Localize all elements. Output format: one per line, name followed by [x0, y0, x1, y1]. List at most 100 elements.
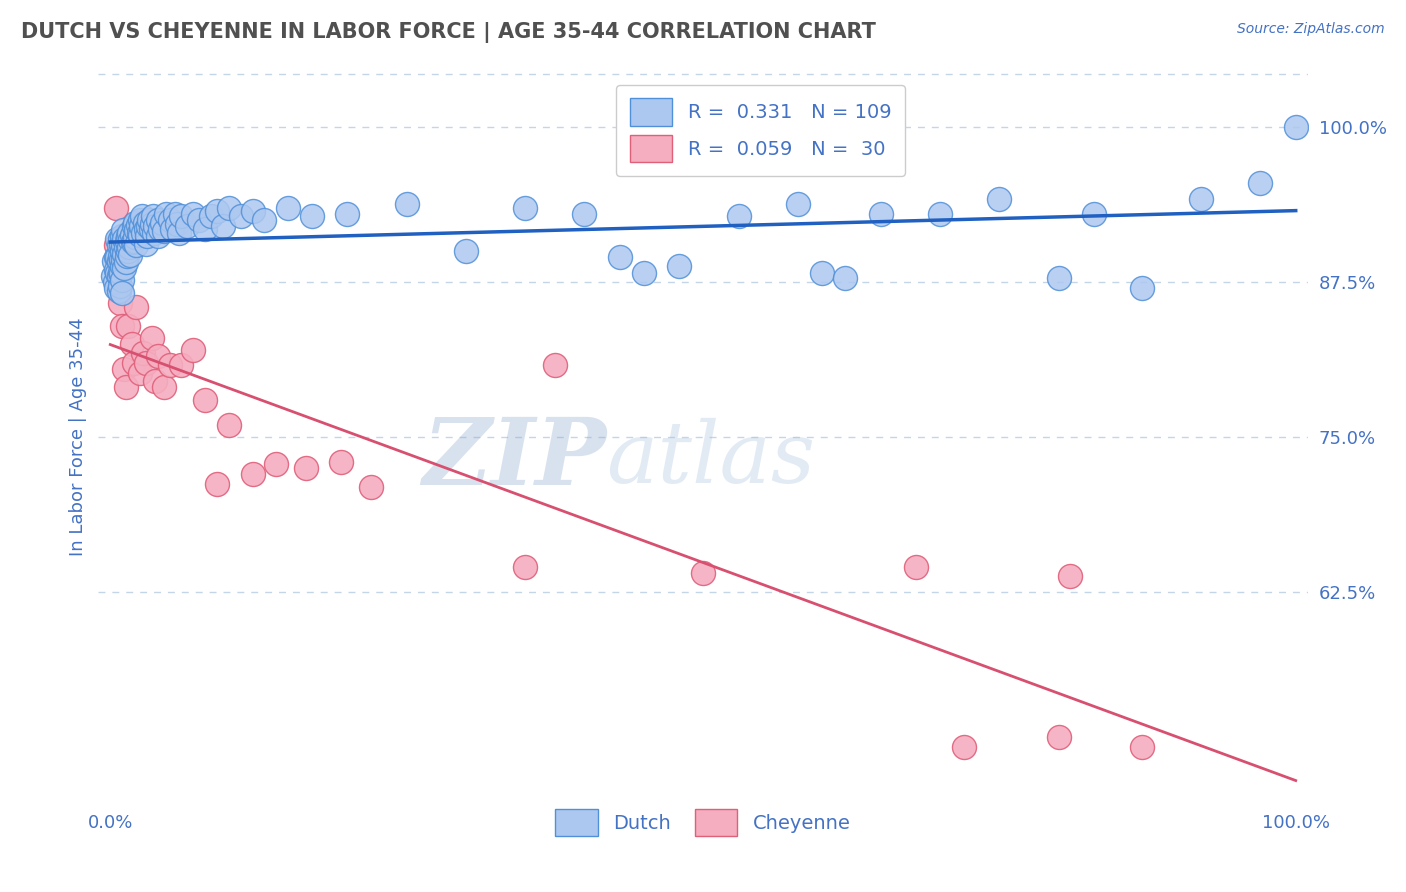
Point: [515, 201, 537, 215]
Point: [121, 235, 143, 250]
Point: [330, 455, 353, 469]
Point: [134, 216, 156, 230]
Point: [136, 219, 159, 234]
Point: [108, 249, 131, 263]
Point: [152, 380, 174, 394]
Point: [609, 250, 631, 264]
Point: [1130, 281, 1153, 295]
Text: atlas: atlas: [606, 417, 815, 500]
Point: [167, 226, 190, 240]
Point: [125, 223, 148, 237]
Text: DUTCH VS CHEYENNE IN LABOR FORCE | AGE 35-44 CORRELATION CHART: DUTCH VS CHEYENNE IN LABOR FORCE | AGE 3…: [21, 22, 876, 44]
Point: [101, 268, 124, 283]
Point: [165, 207, 187, 221]
Point: [194, 392, 217, 407]
Point: [301, 210, 323, 224]
Point: [142, 210, 165, 224]
Point: [138, 213, 160, 227]
Point: [105, 238, 128, 252]
Point: [105, 232, 128, 246]
Point: [149, 222, 172, 236]
Point: [395, 197, 418, 211]
Point: [114, 380, 136, 394]
Point: [105, 201, 128, 215]
Point: [110, 238, 132, 252]
Point: [128, 226, 150, 240]
Point: [454, 244, 477, 259]
Point: [107, 268, 129, 283]
Point: [159, 358, 181, 372]
Point: [122, 356, 145, 370]
Point: [107, 284, 129, 298]
Point: [786, 197, 808, 211]
Point: [146, 229, 169, 244]
Point: [110, 252, 132, 267]
Point: [121, 337, 143, 351]
Legend: Dutch, Cheyenne: Dutch, Cheyenne: [546, 798, 860, 846]
Point: [127, 218, 149, 232]
Point: [135, 222, 157, 236]
Point: [129, 219, 152, 234]
Point: [120, 248, 142, 262]
Point: [336, 207, 359, 221]
Point: [1047, 730, 1070, 744]
Point: [253, 213, 276, 227]
Point: [114, 255, 136, 269]
Point: [159, 213, 181, 227]
Point: [110, 267, 132, 281]
Point: [146, 213, 169, 227]
Point: [181, 207, 204, 221]
Point: [115, 234, 138, 248]
Point: [277, 201, 299, 215]
Point: [132, 345, 155, 359]
Point: [111, 318, 134, 333]
Point: [160, 222, 183, 236]
Point: [205, 477, 228, 491]
Point: [176, 219, 198, 234]
Point: [152, 224, 174, 238]
Point: [929, 207, 952, 221]
Point: [727, 210, 749, 224]
Point: [104, 275, 127, 289]
Point: [115, 249, 138, 263]
Point: [135, 236, 157, 251]
Point: [194, 222, 217, 236]
Point: [181, 343, 204, 358]
Point: [242, 204, 264, 219]
Point: [515, 560, 537, 574]
Point: [869, 207, 891, 221]
Text: Source: ZipAtlas.com: Source: ZipAtlas.com: [1237, 22, 1385, 37]
Point: [1083, 207, 1105, 221]
Point: [218, 201, 240, 215]
Point: [295, 461, 318, 475]
Point: [114, 362, 136, 376]
Point: [111, 286, 134, 301]
Point: [212, 219, 235, 234]
Point: [129, 213, 152, 227]
Point: [120, 233, 142, 247]
Point: [124, 216, 146, 230]
Text: ZIP: ZIP: [422, 414, 606, 504]
Point: [135, 356, 157, 370]
Point: [170, 210, 193, 224]
Point: [1059, 569, 1081, 583]
Point: [131, 210, 153, 224]
Point: [114, 261, 136, 276]
Point: [360, 480, 382, 494]
Point: [668, 259, 690, 273]
Point: [952, 739, 974, 754]
Point: [121, 227, 143, 242]
Point: [834, 271, 856, 285]
Point: [136, 229, 159, 244]
Point: [139, 222, 162, 236]
Point: [633, 267, 655, 281]
Point: [125, 300, 148, 314]
Point: [105, 250, 128, 264]
Point: [1047, 271, 1070, 285]
Point: [117, 229, 139, 244]
Point: [188, 213, 211, 227]
Point: [103, 254, 125, 268]
Point: [1130, 739, 1153, 754]
Point: [200, 210, 222, 224]
Point: [1249, 176, 1271, 190]
